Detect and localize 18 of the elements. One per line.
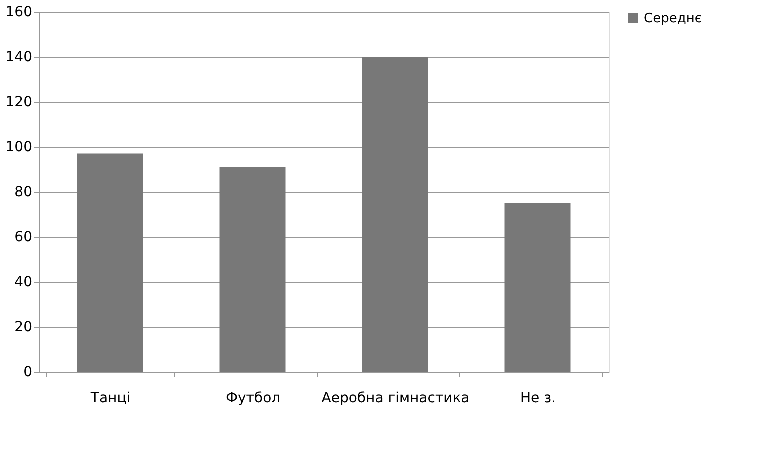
bar	[220, 167, 286, 372]
bar	[77, 154, 144, 372]
y-tick-label: 140	[6, 50, 32, 66]
y-tick-label: 60	[14, 230, 32, 246]
y-tick-label: 20	[14, 320, 32, 336]
bar	[362, 57, 428, 372]
y-tick-label: 120	[6, 94, 32, 110]
x-tick-label: Аеробна гімнастика	[322, 390, 470, 406]
y-tick-label: 160	[6, 4, 32, 20]
x-tick-label: Танці	[90, 390, 131, 406]
y-tick-label: 40	[14, 274, 32, 290]
x-tick-label: Не з.	[520, 390, 556, 406]
legend-label: Середнє	[644, 12, 702, 26]
y-tick-label: 100	[6, 140, 32, 156]
y-tick-label: 80	[14, 184, 32, 200]
x-tick-label: Футбол	[226, 390, 281, 406]
y-tick-label: 0	[24, 364, 32, 380]
bar	[504, 203, 571, 372]
